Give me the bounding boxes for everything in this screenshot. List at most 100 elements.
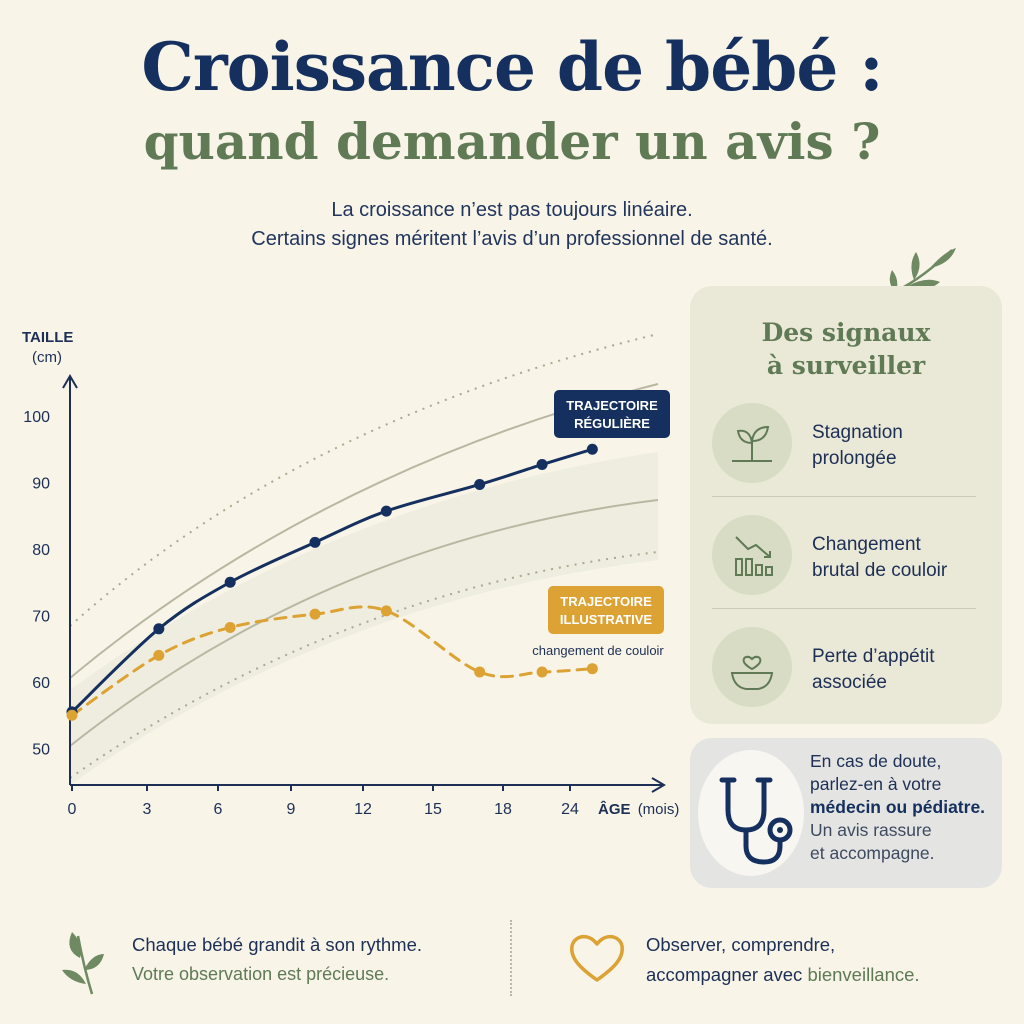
page-title: Croissance de bébé : xyxy=(141,28,883,106)
label-regular: TRAJECTOIRE RÉGULIÈRE xyxy=(554,390,670,438)
x-tick-label: 24 xyxy=(561,801,579,818)
y-tick-label: 80 xyxy=(32,542,50,559)
heart-icon xyxy=(570,934,624,982)
signal-divider xyxy=(712,496,976,497)
doctor-advice-card: En cas de doute, parlez-en à votre médec… xyxy=(690,738,1002,888)
signal-icon-circle xyxy=(712,627,792,707)
x-tick-label: 6 xyxy=(214,801,223,818)
y-axis-label: TAILLE xyxy=(22,329,73,346)
signals-title-line-2: à surveiller xyxy=(766,351,926,380)
y-axis-arrow xyxy=(62,374,78,389)
data-point-illustrative xyxy=(380,605,392,617)
label-illustrative: TRAJECTOIRE ILLUSTRATIVE xyxy=(548,586,664,634)
percentile-curve-bottom xyxy=(69,499,659,747)
y-tick-labels: 50 60 70 80 90 100 xyxy=(23,409,50,759)
x-tick-label: 3 xyxy=(143,801,152,818)
x-axis-label-unit: (mois) xyxy=(638,801,680,818)
label-regular-bg xyxy=(554,390,670,438)
footer-right-line-1: Observer, comprendre, xyxy=(646,934,836,955)
y-axis-unit: (cm) xyxy=(32,349,62,366)
footer-divider xyxy=(510,920,512,996)
x-tick-labels: 0 3 6 9 12 15 18 24 xyxy=(68,785,579,818)
data-point-illustrative xyxy=(586,663,598,675)
y-tick-label: 60 xyxy=(32,675,50,692)
x-axis-arrow xyxy=(651,777,666,793)
signal-text: Stagnation prolongée xyxy=(812,420,987,472)
data-point-regular xyxy=(380,505,392,517)
signals-title-line-1: Des signaux xyxy=(761,318,931,347)
y-tick-label: 70 xyxy=(32,609,50,626)
y-tick-label: 100 xyxy=(23,409,50,426)
data-point-illustrative xyxy=(474,666,486,678)
footer-left-line-1: Chaque bébé grandit à son rythme. xyxy=(132,934,423,955)
series-points xyxy=(66,443,598,721)
signal-icon-circle xyxy=(712,515,792,595)
signal-divider xyxy=(712,608,976,609)
data-point-regular xyxy=(474,478,486,490)
y-tick-label: 50 xyxy=(32,742,50,759)
signal-line-1: Changement xyxy=(812,534,921,555)
data-point-illustrative xyxy=(536,666,548,678)
percentile-curve-outer-top xyxy=(69,333,659,627)
intro-text: La croissance n’est pas toujours linéair… xyxy=(0,196,1024,254)
label-regular-line-2: RÉGULIÈRE xyxy=(574,416,650,431)
data-point-illustrative xyxy=(66,709,78,721)
data-point-regular xyxy=(586,443,598,455)
percentile-band-fill xyxy=(70,452,658,785)
x-tick-label: 18 xyxy=(494,801,512,818)
data-point-illustrative xyxy=(153,649,165,661)
leaf-sprig-icon xyxy=(62,932,104,995)
data-point-regular xyxy=(153,623,165,635)
signal-icon-circle xyxy=(712,403,792,483)
x-tick-label: 12 xyxy=(354,801,372,818)
signals-title: Des signaux à surveiller xyxy=(690,316,1002,382)
doctor-line-4: Un avis rassure xyxy=(810,820,932,840)
footer-left-line-2: Votre observation est précieuse. xyxy=(132,964,390,984)
data-point-illustrative xyxy=(309,608,321,620)
footer-right-line-2: accompagner avec bienveillance. xyxy=(646,964,920,986)
signal-line-2: associée xyxy=(812,672,887,693)
chart-annotation: changement de couloir xyxy=(532,643,664,658)
y-tick-label: 90 xyxy=(32,476,50,493)
signal-text: Perte d’appétit associée xyxy=(812,644,987,696)
signals-card: Des signaux à surveiller Stagnation prol… xyxy=(690,286,1002,724)
stethoscope-icon xyxy=(719,777,793,865)
growth-chart: TAILLE (cm) 50 60 70 80 90 100 0 3 6 9 12 15 18 24 Â… xyxy=(22,329,679,818)
label-illustrative-line-2: ILLUSTRATIVE xyxy=(560,612,653,627)
label-illustrative-line-1: TRAJECTOIRE xyxy=(560,594,652,609)
signal-line-1: Stagnation xyxy=(812,422,903,443)
footer-right-line-2-start: accompagner avec xyxy=(646,964,808,985)
x-axis-label: ÂGE (mois) xyxy=(598,800,679,818)
footer-right-line-2-accent: bienveillance. xyxy=(807,964,920,985)
intro-line-2: Certains signes méritent l’avis d’un pro… xyxy=(251,228,773,250)
data-point-regular xyxy=(536,459,548,471)
x-tick-label: 15 xyxy=(424,801,442,818)
label-illustrative-bg xyxy=(548,586,664,634)
doctor-line-3: médecin ou pédiatre. xyxy=(810,797,986,817)
signal-line-2: prolongée xyxy=(812,448,897,469)
x-axis-label-main: ÂGE xyxy=(598,800,631,818)
data-point-regular xyxy=(309,536,321,548)
x-tick-label: 0 xyxy=(68,801,77,818)
signal-line-2: brutal de couloir xyxy=(812,560,948,581)
doctor-line-1: En cas de doute, xyxy=(810,751,942,771)
signal-item-appetite: Perte d’appétit associée xyxy=(712,622,982,712)
doctor-line-2: parlez-en à votre xyxy=(810,774,942,794)
doctor-icon-circle xyxy=(698,750,804,876)
signal-line-1: Perte d’appétit xyxy=(812,646,935,667)
percentile-curve-outer-bottom xyxy=(69,551,659,779)
signal-item-change: Changement brutal de couloir xyxy=(712,510,982,600)
bowl-heart-icon xyxy=(730,655,774,690)
x-tick-label: 9 xyxy=(287,801,296,818)
sprout-icon xyxy=(732,425,772,462)
intro-line-1: La croissance n’est pas toujours linéair… xyxy=(331,199,693,221)
doctor-advice-text: En cas de doute, parlez-en à votre médec… xyxy=(810,750,1000,865)
signal-item-stagnation: Stagnation prolongée xyxy=(712,398,982,488)
doctor-line-5: et accompagne. xyxy=(810,843,935,863)
decline-chart-icon xyxy=(735,536,773,576)
page-subtitle: quand demander un avis ? xyxy=(143,112,881,171)
signal-text: Changement brutal de couloir xyxy=(812,532,987,584)
label-regular-line-1: TRAJECTOIRE xyxy=(566,398,658,413)
data-point-illustrative xyxy=(224,621,236,633)
data-point-regular xyxy=(224,576,236,588)
